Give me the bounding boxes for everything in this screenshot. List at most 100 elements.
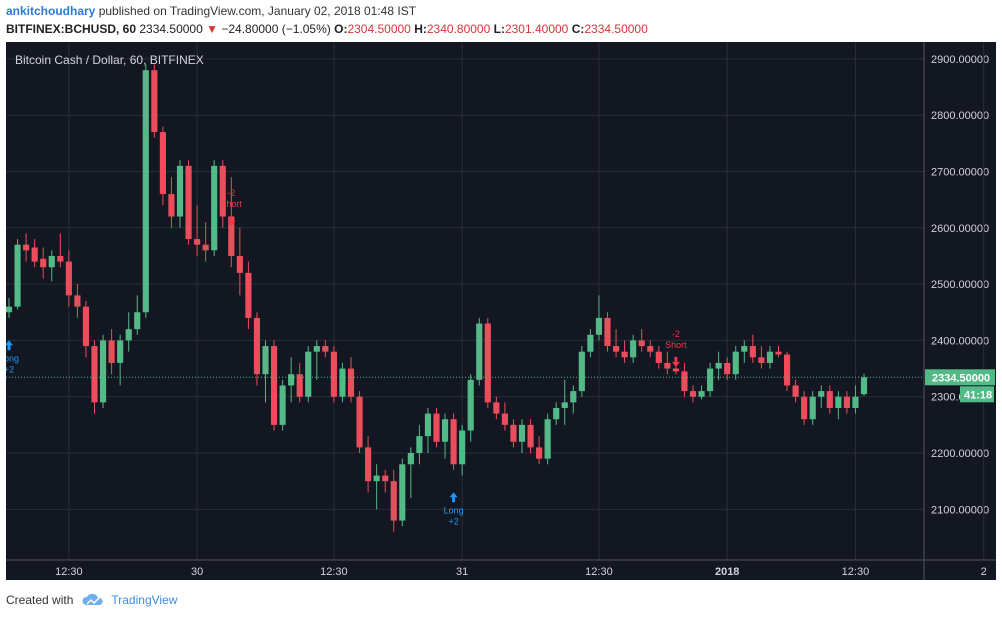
candle-body	[852, 396, 859, 408]
down-triangle-icon: ▼	[206, 22, 218, 36]
candle-body	[211, 165, 218, 251]
x-tick-label: 2	[981, 566, 987, 578]
candle-body	[305, 351, 312, 397]
candle-body	[655, 351, 662, 363]
candle-body	[151, 70, 158, 133]
x-tick-label: 12:30	[320, 566, 348, 578]
short-signal-qty: -2	[672, 329, 680, 339]
candle-body	[185, 165, 192, 240]
long-signal-label: Long	[444, 505, 464, 515]
candle-body	[424, 413, 432, 437]
ohlc-header: BITFINEX:BCHUSD, 60 2334.50000 ▼ −24.800…	[6, 22, 648, 36]
created-with-text: Created with	[6, 593, 74, 607]
candle-body	[288, 374, 295, 386]
short-signal-label: Short	[221, 199, 243, 209]
candle-body	[860, 377, 868, 395]
candle-body	[390, 481, 397, 521]
candle-body	[467, 379, 474, 431]
long-signal-label: Long	[6, 353, 19, 363]
candle-body	[202, 244, 209, 251]
candle-body	[621, 351, 628, 358]
x-tick-label: 12:30	[55, 566, 83, 578]
y-tick-label: 2200.00000	[931, 448, 989, 460]
long-arrow-icon	[6, 340, 13, 351]
candle-body	[493, 402, 500, 414]
candle-body	[14, 244, 21, 307]
candle-body	[82, 306, 90, 347]
countdown-label: 41:18	[964, 389, 992, 401]
high-value: 2340.80000	[426, 22, 491, 36]
candle-body	[407, 453, 414, 465]
candle-body	[775, 351, 782, 355]
candle-body	[347, 368, 355, 397]
candle-body	[279, 385, 286, 425]
candle-body	[6, 306, 13, 313]
candle-body	[689, 391, 697, 397]
tradingview-cloud-icon	[82, 593, 104, 605]
candle-body	[245, 272, 252, 318]
candle-body	[484, 323, 491, 403]
candle-body	[536, 447, 543, 459]
candle-body	[356, 396, 363, 448]
y-tick-label: 2800.00000	[931, 110, 989, 122]
publish-header: ankitchoudhary published on TradingView.…	[6, 4, 416, 18]
candle-body	[168, 194, 175, 217]
high-label: H:	[414, 22, 427, 36]
footer: Created with TradingView	[6, 593, 177, 607]
short-signal-label: Short	[665, 340, 687, 350]
candle-body	[330, 351, 337, 397]
candle-body	[664, 362, 671, 369]
candle-body	[818, 391, 825, 397]
chart-frame[interactable]: 2100.000002200.000002300.000002400.00000…	[6, 42, 996, 580]
chart-title: Bitcoin Cash / Dollar, 60, BITFINEX	[15, 53, 204, 67]
long-arrow-icon	[449, 492, 458, 503]
last-price-tag	[925, 369, 995, 386]
candle-body	[672, 368, 679, 372]
candle-body	[766, 351, 774, 363]
candle-body	[31, 247, 38, 262]
candle-body	[749, 346, 756, 358]
candle-body	[142, 70, 149, 313]
open-value: 2304.50000	[347, 22, 411, 36]
candle-body	[826, 391, 833, 408]
author-link[interactable]: ankitchoudhary	[6, 4, 96, 18]
short-signal-qty: -2	[227, 188, 235, 198]
candle-body	[501, 413, 508, 425]
x-tick-label: 2018	[715, 566, 739, 578]
open-label: O:	[334, 22, 348, 36]
candle-body	[553, 407, 560, 420]
y-tick-label: 2700.00000	[931, 167, 989, 179]
candle-body	[450, 419, 457, 465]
candle-body	[40, 258, 47, 268]
candle-body	[262, 346, 269, 375]
short-arrow-icon	[227, 216, 236, 227]
countdown-tag	[960, 386, 994, 403]
candle-body	[612, 346, 620, 352]
last-price: 2334.50000	[139, 22, 203, 36]
candle-body	[587, 334, 594, 352]
candle-body	[108, 340, 115, 363]
symbol-line: BITFINEX:BCHUSD, 60	[6, 22, 137, 36]
candle-body	[74, 295, 81, 307]
x-tick-label: 30	[191, 566, 203, 578]
candle-body	[758, 357, 765, 363]
candle-body	[698, 391, 705, 397]
y-tick-label: 2900.00000	[931, 54, 989, 66]
candle-body	[510, 424, 517, 442]
low-label: L:	[493, 22, 505, 36]
tradingview-link[interactable]: TradingView	[111, 593, 178, 607]
close-label: C:	[571, 22, 585, 36]
candle-body	[322, 346, 329, 352]
candle-body	[48, 255, 55, 268]
candlestick-chart[interactable]: 2100.000002200.000002300.000002400.00000…	[6, 42, 996, 580]
y-tick-label: 2400.00000	[931, 335, 989, 347]
candle-body	[270, 346, 278, 425]
candle-body	[578, 351, 585, 392]
x-tick-label: 31	[456, 566, 468, 578]
candle-body	[57, 255, 64, 262]
candle-body	[801, 396, 808, 420]
y-tick-label: 2100.00000	[931, 504, 989, 516]
candle-body	[595, 317, 603, 335]
candle-body	[604, 317, 611, 347]
candle-body	[518, 424, 526, 442]
